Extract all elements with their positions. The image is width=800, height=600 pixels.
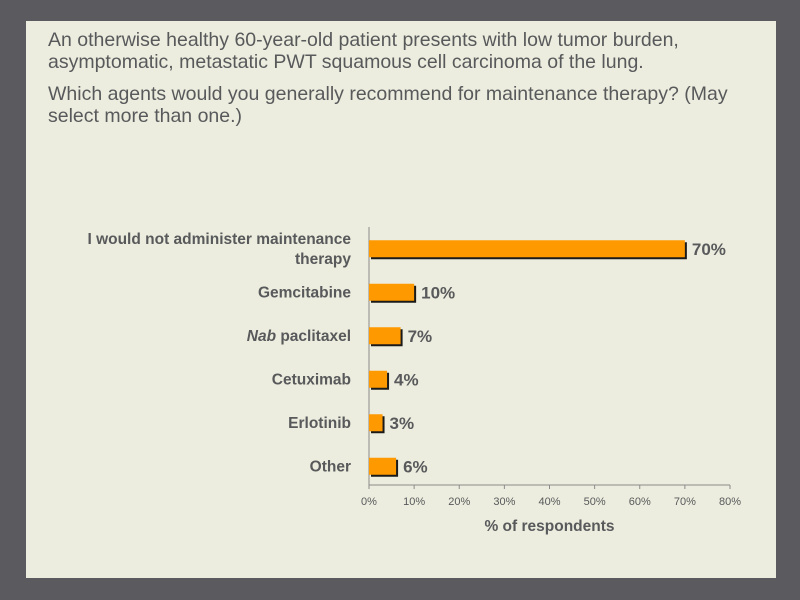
category-label: Nab paclitaxel [247, 328, 351, 345]
x-tick-label: 70% [674, 496, 696, 508]
data-label: 10% [421, 283, 455, 302]
data-label: 4% [394, 370, 419, 389]
bar [369, 327, 401, 345]
question-prompt: Which agents would you generally recomme… [48, 83, 728, 127]
x-tick-label: 30% [493, 496, 515, 508]
data-label: 6% [403, 457, 428, 476]
x-axis-title: % of respondents [484, 518, 614, 535]
category-label: Cetuximab [272, 371, 351, 388]
x-tick-label: 40% [538, 496, 560, 508]
question-stem: An otherwise healthy 60-year-old patient… [48, 29, 679, 73]
data-label: 70% [692, 240, 726, 259]
x-tick-label: 50% [584, 496, 606, 508]
bar [369, 414, 383, 432]
question-text: An otherwise healthy 60-year-old patient… [48, 29, 748, 137]
x-tick-label: 10% [403, 496, 425, 508]
x-tick-label: 60% [629, 496, 651, 508]
data-label: 3% [390, 414, 415, 433]
slide: An otherwise healthy 60-year-old patient… [26, 21, 776, 578]
x-tick-label: 80% [719, 496, 741, 508]
category-label: Other [310, 458, 351, 475]
bar [369, 370, 388, 388]
category-label: Gemcitabine [258, 284, 351, 301]
x-tick-label: 0% [361, 496, 377, 508]
category-label: therapy [295, 251, 351, 268]
bar [369, 457, 397, 475]
bar-chart: 0% 10% 20% 30% 40% 50% 60% 70% 80% % of responden… [87, 227, 741, 535]
bar [369, 283, 415, 301]
bar [369, 240, 685, 258]
x-tick-label: 20% [448, 496, 470, 508]
category-label: I would not administer maintenance [87, 231, 351, 248]
data-label: 7% [408, 327, 433, 346]
category-label: Erlotinib [288, 415, 351, 432]
